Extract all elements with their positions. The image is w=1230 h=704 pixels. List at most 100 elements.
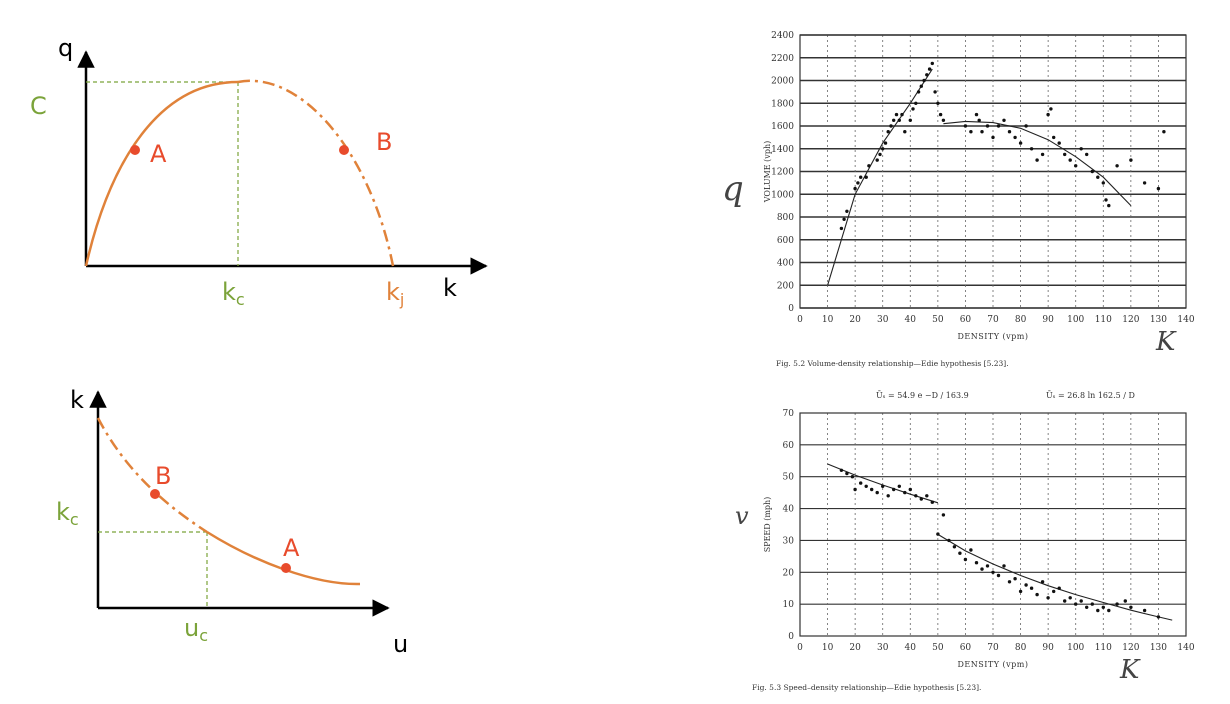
data-point [1107, 608, 1111, 613]
data-point [996, 124, 1001, 128]
data-point [1074, 602, 1078, 606]
sketch-bottom-x-label: u [393, 630, 408, 658]
point-b-label: B [376, 128, 392, 156]
plot-frame [799, 412, 1187, 637]
data-point [941, 118, 946, 123]
data-point [925, 494, 929, 498]
x-tick-label: 30 [877, 315, 889, 325]
figure-caption: Fig. 5.3 Speed–density relationship—Edie… [752, 683, 981, 692]
point-b-marker-bottom [150, 489, 160, 499]
y-tick-label: 200 [777, 281, 794, 291]
y-tick-label: 30 [783, 536, 795, 546]
x-tick-label: 20 [849, 315, 861, 325]
kj-label-main: k [386, 278, 400, 306]
uc-label-sub: c [199, 626, 208, 645]
data-point [878, 152, 882, 157]
data-point [850, 475, 855, 479]
data-point [952, 545, 957, 549]
x-tick-label: 120 [1122, 315, 1139, 325]
y-tick-label: 400 [777, 259, 794, 269]
data-point [1129, 158, 1133, 162]
y-tick-label: 0 [788, 632, 794, 642]
data-point [991, 135, 995, 140]
x-axis-label: DENSITY (vpm) [957, 332, 1028, 341]
speed-density-chart: 0 10 20 30 40 50 60 70 0 10 20 30 40 50 60 70 80 90 100 110… [735, 391, 1195, 692]
data-point [919, 84, 923, 88]
kc-label-bottom-sub: c [70, 510, 79, 529]
data-point [864, 484, 868, 488]
fit-curve [943, 120, 1132, 206]
data-point [1079, 147, 1083, 151]
data-point [936, 532, 940, 536]
y-tick-label: 2000 [771, 77, 794, 87]
data-point [1052, 135, 1056, 140]
x-tick-label: 130 [1150, 315, 1167, 325]
data-point [881, 484, 885, 488]
data-point [980, 567, 984, 571]
kc-label-bottom: kc [56, 498, 79, 529]
handwritten-x-symbol: K [1155, 327, 1177, 357]
data-point [892, 487, 896, 492]
x-tick-label: 120 [1122, 643, 1139, 653]
data-point [1046, 596, 1050, 600]
data-point [922, 78, 926, 83]
data-point [958, 551, 962, 555]
kc-label-bottom-main: k [56, 498, 70, 526]
data-point [886, 494, 890, 498]
data-point [864, 175, 868, 179]
data-point [914, 494, 918, 498]
data-point [845, 471, 849, 476]
data-point [889, 124, 893, 128]
data-point [903, 130, 907, 134]
x-tick-label: 60 [960, 315, 972, 325]
y-tick-label: 1800 [771, 99, 794, 109]
y-axis-label: SPEED (mph) [763, 497, 772, 553]
data-point [856, 181, 860, 185]
data-point [938, 112, 943, 117]
x-tick-label: 100 [1067, 643, 1084, 653]
handwritten-y-symbol: v [735, 502, 749, 530]
data-point [996, 573, 1001, 578]
kc-label: kc [222, 278, 245, 309]
handwritten-x-symbol: K [1119, 655, 1141, 685]
x-tick-label: 100 [1067, 315, 1084, 325]
data-point [875, 490, 879, 495]
data-point [1068, 158, 1072, 162]
equation-left: Ūₛ = 54.9 e −D / 163.9 [876, 391, 969, 400]
x-tick-label: 50 [932, 643, 944, 653]
uncongested-branch [84, 80, 239, 267]
data-point [1085, 605, 1089, 609]
data-point [1013, 135, 1017, 140]
x-tick-label: 20 [849, 643, 861, 653]
x-tick-label: 30 [877, 643, 889, 653]
data-point [908, 487, 912, 492]
data-point [1101, 605, 1106, 609]
data-point [930, 61, 934, 66]
y-tick-label: 50 [783, 473, 795, 483]
data-point [1024, 583, 1028, 587]
point-a-marker-bottom [281, 563, 291, 573]
sketch-flow-density: q k A B C kc kj [30, 34, 488, 309]
data-point [870, 487, 874, 492]
fit-curve [937, 533, 1173, 621]
data-point [941, 513, 946, 517]
data-point [977, 118, 981, 123]
x-axis-label: DENSITY (vpm) [957, 660, 1028, 669]
data-point [1101, 181, 1106, 185]
y-tick-label: 1000 [771, 190, 794, 200]
x-tick-label: 50 [932, 315, 944, 325]
equation-right: Ūₛ = 26.8 ln 162.5 / D [1046, 391, 1135, 400]
y-tick-label: 60 [783, 441, 795, 451]
data-point [1040, 152, 1045, 157]
handwritten-y-symbol: q [722, 169, 744, 209]
data-point [925, 73, 929, 77]
data-point [908, 118, 912, 123]
data-point [1063, 152, 1067, 157]
x-tick-label: 70 [987, 315, 999, 325]
y-tick-label: 1200 [771, 168, 794, 178]
data-point [911, 107, 915, 111]
x-tick-label: 10 [822, 315, 834, 325]
sketch-top-y-label: q [58, 34, 73, 62]
data-point [969, 548, 973, 552]
